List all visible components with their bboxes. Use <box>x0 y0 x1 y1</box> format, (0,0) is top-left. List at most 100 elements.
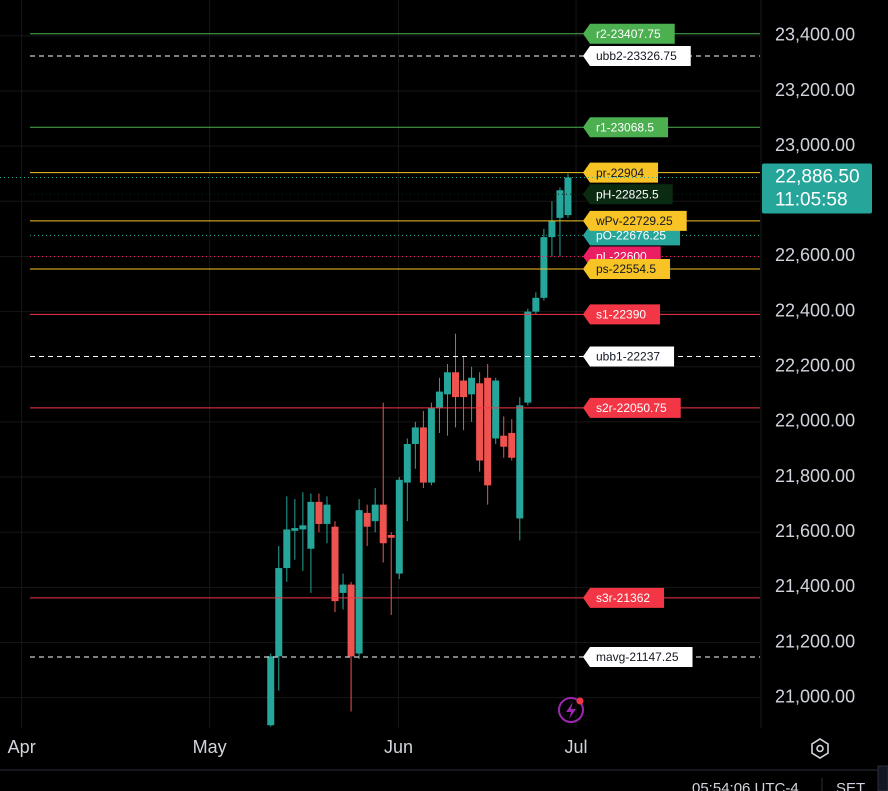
level-tag-bg <box>583 397 681 418</box>
x-tick-label: Jun <box>384 737 413 757</box>
level-tag-bg <box>583 647 693 668</box>
level-tag-label: s1-22390 <box>596 308 646 322</box>
candle-body <box>443 372 451 395</box>
status-session[interactable]: SET <box>836 780 865 791</box>
candle-body <box>516 405 524 519</box>
y-tick-label: 23,200.00 <box>775 80 855 100</box>
candle-body <box>484 377 492 486</box>
y-tick-label: 22,600.00 <box>775 245 855 265</box>
level-tag: ubb2-23326.75 <box>583 46 691 67</box>
y-tick-label: 21,600.00 <box>775 521 855 541</box>
candle-body <box>283 529 291 569</box>
candle-body <box>492 380 500 439</box>
level-tag: wPv-22729.25 <box>583 210 687 231</box>
level-tag: s2r-22050.75 <box>583 397 681 418</box>
candle-body <box>427 408 435 483</box>
gear-hole[interactable] <box>816 744 824 753</box>
y-tick-label: 22,000.00 <box>775 411 855 431</box>
x-tick-label: Apr <box>8 737 36 757</box>
level-tag-bg <box>583 587 665 608</box>
level-tag-label: r1-23068.5 <box>596 120 654 134</box>
level-tag-label: mavg-21147.25 <box>596 650 679 664</box>
candle-body <box>315 501 323 524</box>
candle-body <box>524 311 532 403</box>
x-tick-label: May <box>193 737 227 757</box>
y-tick-label: 21,200.00 <box>775 631 855 651</box>
icon-ring[interactable] <box>558 697 584 723</box>
level-tag-bg <box>583 162 659 183</box>
level-tag-label: pH-22825.5 <box>596 187 659 201</box>
candle-body <box>299 525 307 530</box>
candle-body <box>379 504 387 544</box>
level-tag-bg <box>583 117 669 138</box>
candle-body <box>331 526 339 602</box>
level-tag: ubb1-22237 <box>583 346 675 367</box>
candle-body <box>387 534 395 538</box>
level-tag: ps-22554.5 <box>583 259 671 280</box>
candle-body <box>452 372 460 398</box>
level-tag: s1-22390 <box>583 304 661 325</box>
level-tag-bg <box>583 23 675 44</box>
candle-body <box>411 427 419 444</box>
x-tick-label: Jul <box>565 737 588 757</box>
last-price-label: 22,886.50 <box>775 166 860 187</box>
candle-body <box>347 584 355 657</box>
candle-body <box>476 383 484 461</box>
status-time: 05:54:06 UTC-4 <box>692 780 799 791</box>
icon-bolt[interactable] <box>566 702 576 719</box>
y-tick-label: 21,400.00 <box>775 576 855 596</box>
last-price-box <box>762 163 872 214</box>
level-tag-bg <box>583 184 673 205</box>
level-tag-bg <box>583 210 687 231</box>
plot-area <box>0 0 760 728</box>
candle-body <box>468 377 476 395</box>
scroll-button[interactable] <box>877 765 888 791</box>
level-tag: pH-22825.5 <box>583 184 673 205</box>
y-tick-label: 22,200.00 <box>775 356 855 376</box>
candle-body <box>395 479 403 574</box>
level-tag: mavg-21147.25 <box>583 647 693 668</box>
level-tag-label: r2-23407.75 <box>596 27 661 41</box>
candle-body <box>540 237 548 298</box>
level-tag-label: wPv-22729.25 <box>595 214 673 228</box>
candle-body <box>556 190 564 218</box>
candle-body <box>307 501 315 549</box>
candle-body <box>355 510 363 654</box>
level-tag-bg <box>583 346 675 367</box>
candle-body <box>435 391 443 409</box>
level-tag-bg <box>583 304 661 325</box>
y-tick-label: 21,000.00 <box>775 686 855 706</box>
level-tag-bg <box>583 46 691 67</box>
level-tag-label: pr-22904 <box>596 166 644 180</box>
candle-body <box>339 584 347 593</box>
candle-body <box>371 504 379 522</box>
candle-body <box>500 435 508 447</box>
candle-body <box>460 380 468 398</box>
candle-body <box>275 568 283 657</box>
level-tag: r2-23407.75 <box>583 23 675 44</box>
settings-icon[interactable] <box>811 738 829 759</box>
level-tag: r1-23068.5 <box>583 117 669 138</box>
gear[interactable] <box>811 738 829 759</box>
candle-body <box>323 504 331 524</box>
countdown: 11:05:58 <box>775 189 848 210</box>
level-tag-bg <box>583 259 671 280</box>
candle-body <box>403 443 411 483</box>
candle-body <box>508 432 516 458</box>
candle-body <box>291 528 299 531</box>
icon-dot[interactable] <box>576 697 584 705</box>
y-tick-label: 21,800.00 <box>775 466 855 486</box>
level-tag-label: ubb2-23326.75 <box>596 49 677 63</box>
level-tag-label: pO-22676.25 <box>596 229 666 243</box>
candle-body <box>532 297 540 312</box>
level-tag-label: s3r-21362 <box>596 591 650 605</box>
candle-body <box>548 220 556 238</box>
y-tick-label: 22,400.00 <box>775 300 855 320</box>
candle-body <box>363 512 371 527</box>
level-tag: s3r-21362 <box>583 587 665 608</box>
candle-body <box>267 656 275 726</box>
y-tick-label: 23,400.00 <box>775 25 855 45</box>
indicator-icon[interactable] <box>558 697 584 723</box>
